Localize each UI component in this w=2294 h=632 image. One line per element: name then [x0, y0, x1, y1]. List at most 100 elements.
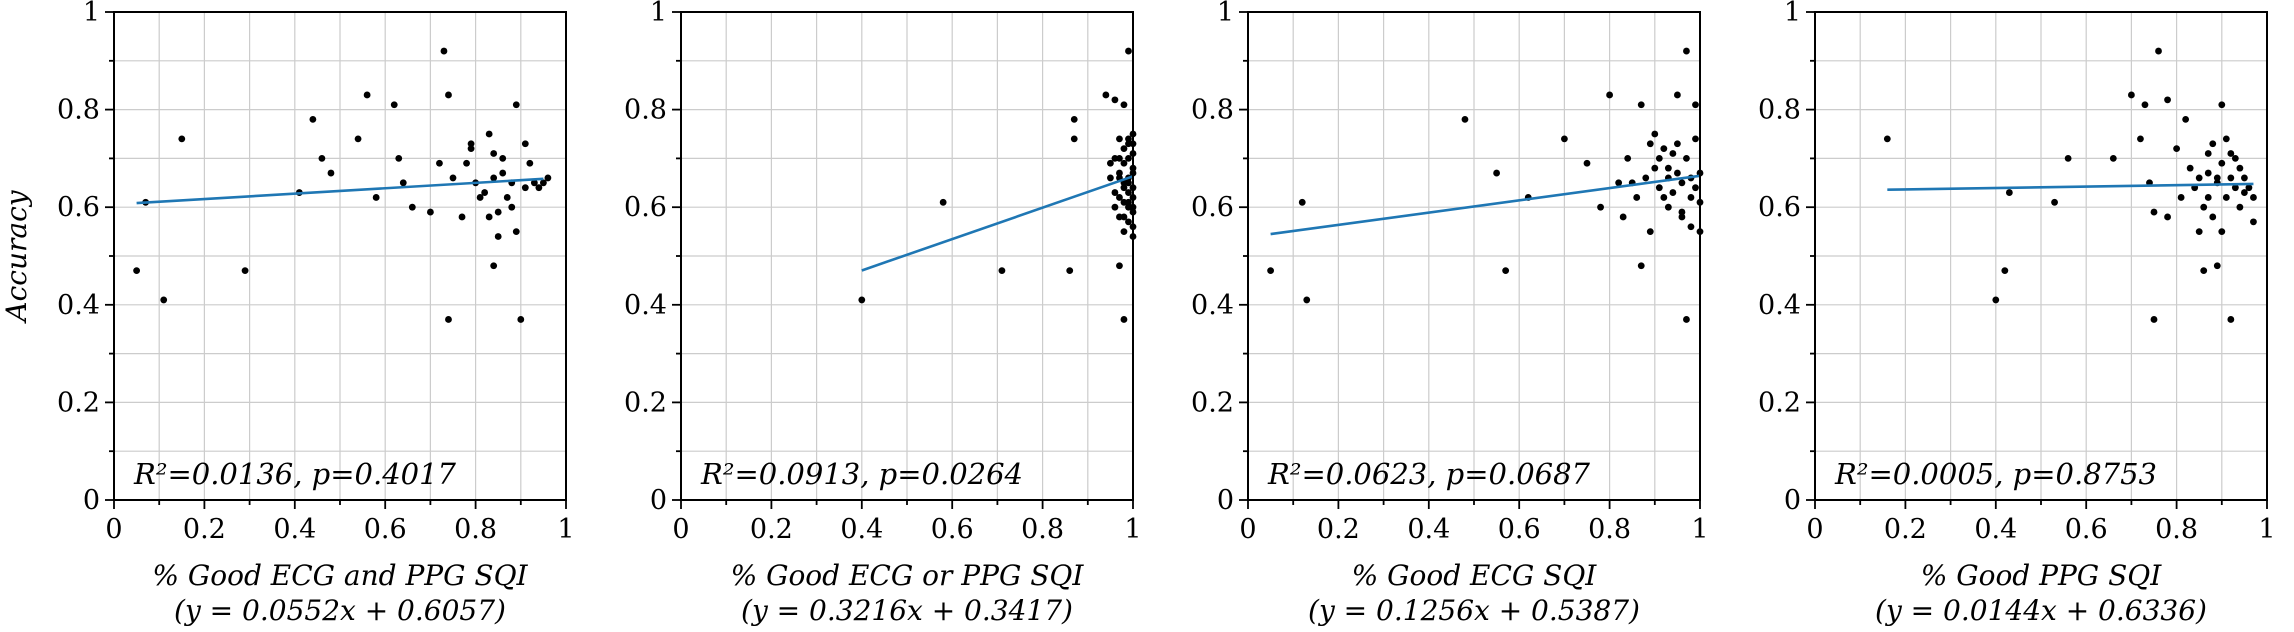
- y-tick-label: 0: [1217, 485, 1234, 516]
- data-point: [1111, 155, 1119, 162]
- data-point: [2241, 189, 2248, 196]
- data-point: [1678, 179, 1686, 187]
- data-point: [1883, 135, 1891, 143]
- data-point: [2200, 203, 2208, 211]
- data-point: [485, 213, 493, 221]
- data-point: [1107, 174, 1114, 182]
- data-point: [512, 228, 520, 236]
- stats-annotation: R²=0.0136, p=0.4017: [133, 457, 457, 491]
- data-point: [1669, 150, 1677, 157]
- data-point: [1116, 169, 1123, 177]
- chart-panel-1: 0 0.2 0.4 0.6 0.8 1 0 0.2 0.4 0.6 0.8 1 R²=0.0136, p…: [0, 0, 575, 627]
- data-point: [436, 159, 443, 167]
- data-point: [526, 159, 534, 167]
- chart-panel-4: 0 0.2 0.4 0.6 0.8 1 0 0.2 0.4 0.6 0.8 1 R²=0.0005, p…: [1758, 0, 2276, 627]
- x-axis-label: % Good PPG SQI: [1921, 559, 2162, 592]
- data-point: [2182, 115, 2190, 123]
- data-point: [1298, 198, 1306, 206]
- data-point: [395, 155, 403, 162]
- data-point: [1687, 223, 1695, 231]
- regression-line: [136, 177, 544, 205]
- data-point: [2204, 194, 2212, 201]
- data-point: [1066, 267, 1074, 275]
- data-point: [458, 213, 466, 221]
- data-point: [408, 203, 416, 211]
- data-point: [998, 267, 1006, 275]
- data-point: [2200, 267, 2208, 275]
- data-point: [2218, 228, 2226, 236]
- x-tick-label: 0: [1239, 514, 1256, 545]
- data-point: [1678, 213, 1686, 221]
- data-point: [241, 267, 249, 275]
- data-point: [1674, 91, 1681, 99]
- x-tick-label: 0.2: [1317, 514, 1360, 545]
- data-point: [1664, 203, 1672, 211]
- data-point: [2204, 150, 2212, 157]
- x-tick-label: 0.8: [454, 514, 497, 545]
- data-point: [1111, 96, 1119, 104]
- data-point: [2064, 155, 2072, 162]
- data-point: [2204, 169, 2212, 177]
- data-point: [1678, 208, 1686, 216]
- y-tick-label: 0.2: [624, 387, 667, 418]
- data-point: [530, 179, 538, 187]
- y-tick-label: 1: [1784, 0, 1801, 28]
- x-tick-label: 0.4: [273, 514, 316, 545]
- data-point: [2173, 145, 2181, 153]
- y-tick-label: 0.4: [1191, 290, 1234, 321]
- data-point: [2177, 194, 2185, 201]
- y-tick-label: 0.8: [57, 95, 100, 126]
- chart-panel-2: 0 0.2 0.4 0.6 0.8 1 0 0.2 0.4 0.6 0.8 1 R²=0.0913, p…: [624, 0, 1142, 627]
- x-tick-label: 0.2: [1884, 514, 1927, 545]
- data-point: [2164, 96, 2171, 104]
- data-point: [2155, 47, 2162, 55]
- data-point: [2051, 198, 2058, 206]
- data-point: [1111, 189, 1119, 196]
- data-point: [1120, 213, 1128, 221]
- data-point: [309, 115, 317, 123]
- data-point: [1583, 159, 1591, 167]
- data-point: [1120, 228, 1128, 236]
- y-tick-label: 0.6: [57, 192, 100, 223]
- y-tick-label: 0: [83, 485, 100, 516]
- data-point: [372, 194, 380, 201]
- data-point: [499, 169, 507, 177]
- y-tick-label: 0: [650, 485, 667, 516]
- x-tick-label: 0: [672, 514, 689, 545]
- data-point: [2236, 203, 2244, 211]
- data-point: [1125, 47, 1132, 55]
- y-tick-label: 0.8: [1191, 95, 1234, 126]
- x-tick-label: 0.8: [2155, 514, 2198, 545]
- data-point: [1606, 91, 1613, 99]
- y-tick-label: 0.6: [1758, 192, 1801, 223]
- data-point: [2209, 140, 2217, 148]
- x-tick-label: 0.8: [1588, 514, 1631, 545]
- data-point: [858, 296, 866, 304]
- data-point: [1125, 179, 1132, 187]
- data-point: [521, 184, 529, 192]
- x-axis-label: % Good ECG SQI: [1352, 559, 1598, 592]
- data-point: [1597, 203, 1604, 211]
- x-axis-equation: (y = 0.3216x + 0.3417): [741, 594, 1073, 627]
- data-point: [2209, 213, 2217, 221]
- data-point: [1683, 316, 1690, 323]
- data-point: [2150, 316, 2158, 323]
- x-tick-label: 1: [1691, 514, 1708, 545]
- data-point: [939, 198, 947, 206]
- data-point: [1637, 262, 1645, 270]
- data-point: [1692, 135, 1699, 143]
- data-point: [467, 140, 475, 148]
- x-tick-label: 0.2: [750, 514, 793, 545]
- data-point: [1619, 213, 1627, 221]
- data-point: [318, 155, 326, 162]
- data-point: [427, 208, 434, 216]
- data-point: [1637, 101, 1645, 109]
- data-point: [1125, 218, 1132, 226]
- data-point: [494, 233, 502, 240]
- data-point: [1120, 101, 1128, 109]
- x-tick-label: 0.2: [183, 514, 226, 545]
- y-tick-label: 0.8: [624, 95, 667, 126]
- data-point: [508, 203, 516, 211]
- x-tick-label: 0.6: [1498, 514, 1541, 545]
